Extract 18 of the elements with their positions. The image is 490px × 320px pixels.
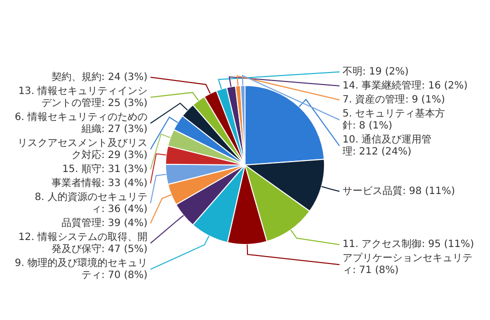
slice-label: 9. 物理的及び環境的セキュリティ: 70 (8%) xyxy=(14,256,148,281)
slice-label: 10. 通信及び運用管理: 212 (24%) xyxy=(342,133,432,158)
slice-label: 事業者情報: 33 (4%) xyxy=(51,176,148,189)
slice-label: アプリケーションセキュリティ: 71 (8%) xyxy=(342,252,472,276)
slice-label: 15. 順守: 31 (3%) xyxy=(62,162,148,175)
slice-label: 品質管理: 39 (4%) xyxy=(61,216,148,229)
slice-label: 12. 情報システムの取得、開発及び保守: 47 (5%) xyxy=(18,230,148,255)
slice-label: 6. 情報セキュリティのための組織: 27 (3%) xyxy=(14,110,148,135)
slice-label: 7. 資産の管理: 9 (1%) xyxy=(342,93,446,106)
slice-label: 8. 人的資源のセキュリティ: 36 (4%) xyxy=(34,190,148,215)
slice-label: 契約、規約: 24 (3%) xyxy=(51,70,148,83)
slice-label: 13. 情報セキュリティインシデントの管理: 25 (3%) xyxy=(18,84,148,109)
slice-label: リスクアセスメント及びリスク対応: 29 (3%) xyxy=(18,138,148,161)
slice-label: 不明: 19 (2%) xyxy=(342,66,409,78)
slice-label: 11. アクセス制御: 95 (11%) xyxy=(342,238,474,250)
slice-label: 14. 事業継続管理: 16 (2%) xyxy=(342,79,468,92)
slice-label: 5. セキュリティ基本方針: 8 (1%) xyxy=(342,107,446,132)
slice-label: サービス品質: 98 (11%) xyxy=(342,184,456,197)
